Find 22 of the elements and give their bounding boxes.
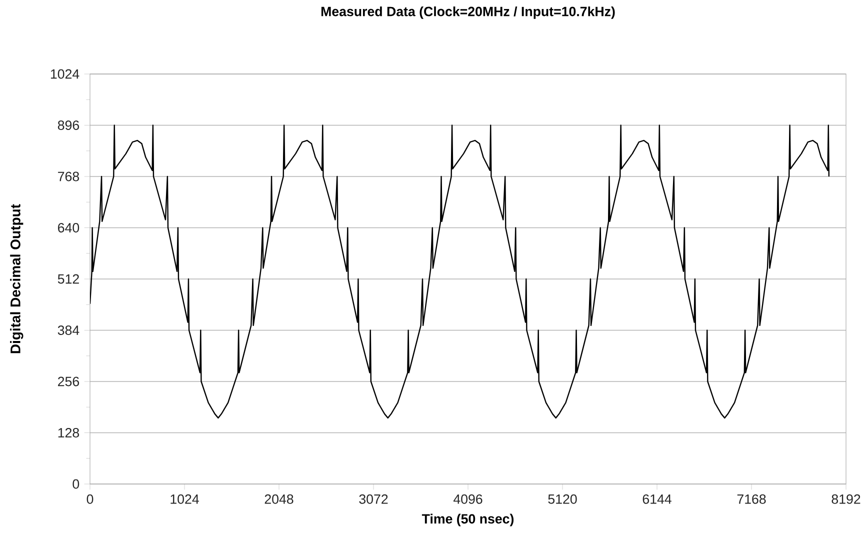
y-tick-label: 1024 — [50, 69, 80, 79]
x-tick-label: 0 — [86, 494, 94, 504]
y-tick-label: 128 — [58, 428, 80, 438]
chart-title: Measured Data (Clock=20MHz / Input=10.7kHz) — [321, 6, 615, 19]
y-tick-label: 768 — [58, 172, 80, 182]
y-tick-label: 512 — [58, 274, 79, 284]
y-tick-label: 0 — [72, 479, 80, 489]
y-tick-label: 896 — [58, 120, 80, 130]
x-tick-label: 5120 — [548, 494, 577, 504]
x-axis-title: Time (50 nsec) — [422, 514, 514, 526]
x-tick-label: 1024 — [170, 494, 199, 504]
x-tick-label: 6144 — [642, 494, 672, 504]
y-axis-title: Digital Decimal Output — [10, 204, 24, 354]
x-tick-label: 7168 — [737, 494, 766, 504]
y-tick-label: 256 — [58, 376, 80, 386]
x-tick-label: 4096 — [453, 494, 482, 504]
y-tick-label: 384 — [58, 326, 80, 335]
x-tick-label: 3072 — [359, 494, 388, 504]
x-tick-label: 8192 — [832, 494, 860, 504]
y-tick-label: 640 — [58, 223, 80, 232]
line-series — [90, 124, 830, 419]
x-tick-label: 2048 — [264, 494, 294, 504]
